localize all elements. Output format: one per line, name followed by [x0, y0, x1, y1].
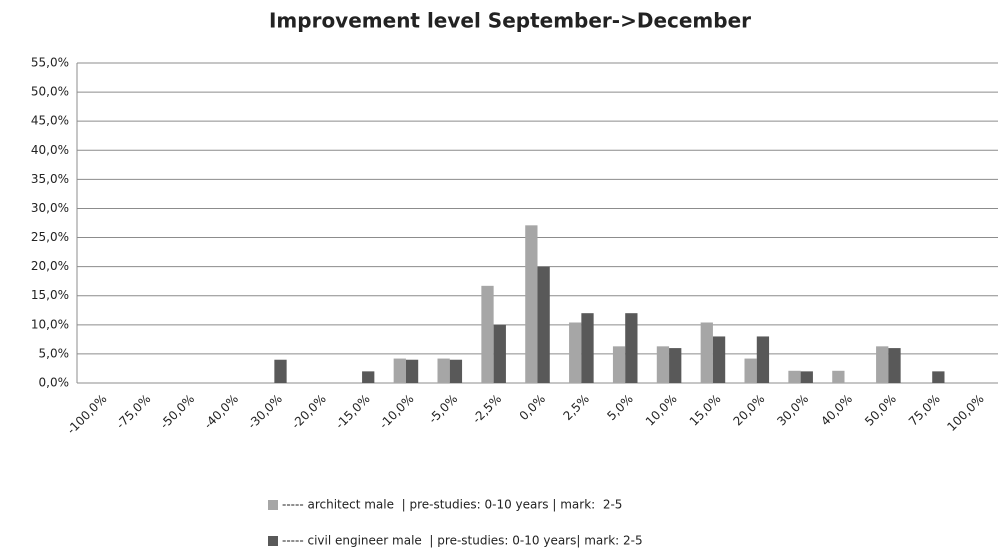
y-tick-label: 30,0%: [31, 201, 69, 215]
x-tick-label: 100,0%: [944, 392, 986, 434]
x-tick-label: 40,0%: [818, 392, 855, 429]
bar: [525, 225, 538, 383]
bar: [744, 358, 757, 383]
bar: [449, 359, 463, 383]
y-tick-label: 5,0%: [39, 346, 70, 360]
bar: [669, 348, 682, 383]
bar: [700, 322, 713, 383]
bar: [481, 285, 494, 383]
legend-swatch: [268, 536, 278, 546]
bar: [876, 346, 889, 383]
bar: [405, 359, 419, 383]
bar: [437, 358, 450, 383]
y-tick-label: 15,0%: [31, 288, 69, 302]
x-tick-label: -100,0%: [64, 392, 109, 437]
x-tick-label: -75,0%: [113, 392, 153, 432]
x-tick-label: -20,0%: [289, 392, 329, 432]
x-tick-label: -2,5%: [470, 392, 505, 427]
bar: [274, 359, 287, 383]
y-tick-label: 0,0%: [39, 376, 70, 390]
bar: [656, 346, 670, 383]
bar: [888, 348, 901, 383]
bar: [581, 313, 594, 383]
y-tick-label: 40,0%: [31, 143, 69, 157]
legend-label: ----- civil engineer male | pre-studies:…: [282, 534, 643, 548]
chart-title: Improvement level September->December: [269, 9, 751, 33]
x-tick-label: 5,0%: [604, 392, 635, 423]
legend-label: ----- architect male | pre-studies: 0-10…: [282, 498, 622, 512]
x-tick-label: -15,0%: [333, 392, 373, 432]
bar: [832, 370, 845, 383]
legend-swatch: [268, 500, 278, 510]
y-tick-label: 55,0%: [31, 56, 69, 70]
y-tick-label: 50,0%: [31, 85, 69, 99]
bar: [625, 313, 638, 383]
x-tick-label: 0,0%: [517, 392, 548, 423]
y-tick-label: 10,0%: [31, 317, 69, 331]
x-tick-label: 50,0%: [862, 392, 899, 429]
x-tick-label: 20,0%: [731, 392, 768, 429]
bar: [800, 371, 813, 383]
x-tick-label: -50,0%: [157, 392, 197, 432]
x-tick-label: -30,0%: [245, 392, 285, 432]
bar: [756, 336, 770, 383]
bar: [932, 371, 945, 383]
bar: [788, 370, 801, 383]
x-tick-label: 2,5%: [560, 392, 591, 423]
x-tick-label: 30,0%: [774, 392, 811, 429]
x-tick-label: -5,0%: [426, 392, 461, 427]
bar: [362, 371, 375, 383]
bar: [612, 346, 626, 383]
x-tick-label: 75,0%: [906, 392, 943, 429]
y-tick-label: 20,0%: [31, 259, 69, 273]
x-tick-label: -10,0%: [377, 392, 417, 432]
bar: [712, 336, 726, 383]
bar: [493, 324, 506, 383]
y-tick-label: 45,0%: [31, 114, 69, 128]
bar: [537, 266, 550, 383]
x-tick-label: -40,0%: [201, 392, 241, 432]
bar: [569, 322, 582, 383]
bar: [393, 358, 406, 383]
x-tick-label: 10,0%: [643, 392, 680, 429]
x-tick-label: 15,0%: [687, 392, 724, 429]
y-tick-label: 25,0%: [31, 230, 69, 244]
y-tick-label: 35,0%: [31, 172, 69, 186]
